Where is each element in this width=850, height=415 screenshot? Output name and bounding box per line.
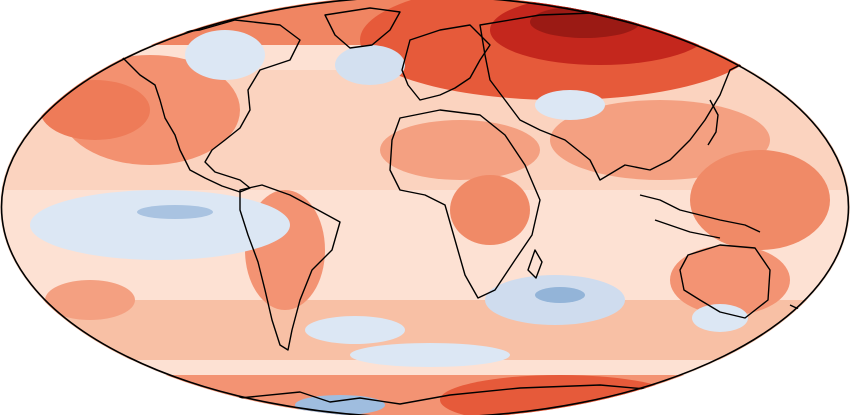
anomaly-central-africa <box>450 175 530 245</box>
anomaly-siberia-core <box>530 6 640 38</box>
coastline-africa <box>389 109 541 299</box>
anomaly-tasman-cool <box>692 304 748 332</box>
anomaly-north-africa <box>380 120 540 180</box>
anomaly-south-atlantic-cool <box>305 316 405 344</box>
anomaly-antarctic-cool <box>295 395 385 415</box>
anomaly-indian-ocean-cool-core <box>535 287 585 303</box>
anomaly-southern-ocean-cool <box>350 343 510 367</box>
coastline-north-america <box>109 19 301 193</box>
coastline-australia <box>679 244 771 319</box>
coastline-europe <box>401 24 491 101</box>
anomaly-north-pacific-east <box>40 80 150 140</box>
coastline-japan <box>707 99 719 146</box>
anomaly-asia-south <box>550 100 770 180</box>
anomaly-band-antarctic <box>0 375 850 415</box>
coastline-south-america <box>239 184 341 351</box>
anomaly-hudson-cool <box>185 30 265 80</box>
coastline-maritime-southeast-asia <box>639 194 761 239</box>
anomaly-central-asia-cool <box>535 90 605 120</box>
anomaly-pacific-cool-core <box>137 205 213 219</box>
anomaly-pacific-cool <box>30 190 290 260</box>
anomaly-west-pacific <box>690 150 830 250</box>
coastline-greenland <box>324 7 401 49</box>
coastline-madagascar <box>527 249 543 279</box>
anomaly-south-pacific-east <box>45 280 135 320</box>
anomaly-australia <box>670 245 790 315</box>
anomaly-north-atlantic-cool <box>335 45 405 85</box>
